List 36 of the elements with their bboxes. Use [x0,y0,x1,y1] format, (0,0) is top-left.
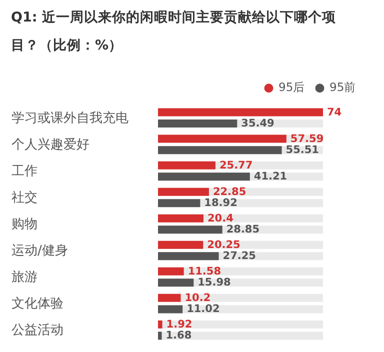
data-label: 55.51 [286,144,319,156]
bar [158,278,194,287]
data-label: 18.92 [204,197,238,210]
data-label: 11.02 [186,303,220,316]
data-label: 25.77 [219,159,253,172]
data-label: 10.2 [184,292,211,304]
y-tick-label: 旅游 [12,270,38,286]
chart-title: Q1: 近一周以来你的闲暇时间主要贡献给以下哪个项目？（比例：%） [11,8,337,54]
data-label: 27.25 [222,250,256,262]
bar [158,294,181,302]
data-label: 35.49 [241,118,274,130]
y-tick-label: 文化体验 [12,296,64,312]
y-tick-label: 学习或课外自我充电 [12,110,128,126]
data-label: 22.85 [212,186,246,198]
y-tick-label: 公益活动 [12,323,64,338]
data-label: 41.21 [254,170,288,183]
data-label: 57.59 [290,132,324,145]
y-tick-label: 社交 [12,189,38,206]
y-tick-label: 购物 [12,217,38,232]
y-tick-label: 工作 [12,164,38,179]
bar [158,332,162,340]
bar [158,320,162,328]
data-label: 1.68 [166,330,192,342]
data-label: 15.98 [198,276,231,289]
data-label: 28.85 [226,224,260,236]
data-label: 20.4 [207,212,234,224]
bar [158,305,183,314]
data-label: 11.58 [188,265,222,278]
y-tick-label: 运动/健身 [12,244,68,259]
y-tick-label: 个人兴趣爱好 [12,137,90,152]
data-label: 20.25 [207,238,240,251]
data-label: 1.92 [166,318,192,330]
bar [158,267,184,276]
legend-label: 95后 [278,80,306,94]
data-label: 74 [327,106,342,118]
legend-label: 95前 [330,80,356,94]
